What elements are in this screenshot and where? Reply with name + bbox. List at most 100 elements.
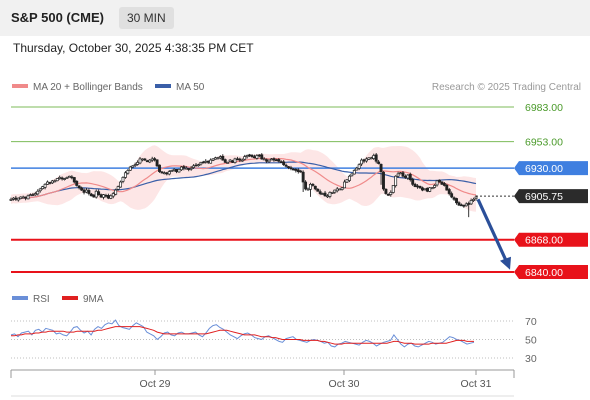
candle [382,171,385,191]
time-axis: Oct 29 Oct 30 Oct 31 [10,369,515,397]
candle [282,159,286,166]
candle [301,170,305,192]
candle [435,180,439,187]
candle [155,159,159,168]
rsi-level-label-2: 30 [525,353,537,365]
candle [474,195,478,201]
candle [226,161,230,164]
candle [111,191,115,199]
candle [413,182,417,188]
candle [63,177,67,181]
candle [126,169,130,175]
candle [391,184,395,194]
candle [438,179,441,183]
level-tag-2 [514,161,588,176]
candle [201,160,205,164]
candle [396,171,400,178]
candle [119,180,123,188]
candle [133,162,137,168]
forecast-arrow [476,198,511,270]
candle [374,153,378,164]
candle [128,165,132,171]
level-label-4: 6840.00 [525,267,563,279]
candle [197,163,200,167]
candle [318,189,322,196]
candle [170,169,174,172]
candle [394,175,398,188]
candle [97,189,101,196]
rsi-level-label-1: 50 [525,335,537,347]
candle [26,194,30,200]
candle [75,180,79,187]
candle [182,164,186,171]
candle [345,179,349,184]
candle [408,172,412,182]
candle [46,180,49,185]
candle [401,171,405,178]
bollinger-band-area [11,145,476,212]
level-label-2: 6930.00 [525,163,563,175]
candle [272,157,276,162]
candle [364,157,368,163]
level-label-1: 6953.00 [525,137,563,149]
candle [167,170,171,176]
candle [189,165,193,171]
candle [131,165,135,169]
candlesticks [9,153,478,218]
candle [55,178,59,182]
candle [153,157,157,162]
candle [464,202,468,207]
datetime-label: Thursday, October 30, 2025 4:38:35 PM CE… [13,41,254,55]
candle [160,170,164,174]
candle [233,157,237,164]
candle [9,197,13,202]
candle [143,157,147,161]
rsi-ma-line [11,326,474,345]
candle [340,186,344,191]
candle [67,175,71,178]
candle [313,185,317,191]
rsi-legend-label: RSI [33,294,50,305]
candle [136,160,140,166]
candle [442,181,446,187]
candle [472,197,476,203]
candle [238,157,242,163]
candle [158,164,161,173]
candle [304,180,308,191]
candle [116,185,120,191]
candle [350,173,354,177]
ma50-legend-label: MA 50 [176,82,205,93]
candle [367,157,371,161]
candle [123,171,127,179]
level-label-3: 6868.00 [525,235,563,247]
last-price-tag [514,189,588,204]
candle [287,166,290,170]
candle [389,190,393,197]
candle [223,158,227,163]
candle [177,168,181,173]
last-price-label: 6905.75 [525,191,563,203]
candle [328,191,332,199]
candle [72,176,76,184]
candle [316,188,320,192]
candle [360,158,364,167]
interval-button[interactable]: 30 MIN [119,7,174,29]
candle [418,185,422,190]
candle [87,188,91,196]
candle [109,194,113,200]
candle [338,188,342,191]
rsi-level-label-0: 70 [525,316,537,328]
candle [43,183,47,190]
bollinger-band [11,145,476,212]
ma20-legend-label: MA 20 + Bollinger Bands [33,82,143,93]
candle [428,187,432,193]
candle [411,177,415,186]
candle [92,194,96,198]
level-label-0: 6983.00 [525,102,563,114]
candle [379,163,383,185]
x-tick-label-0: Oct 29 [140,378,171,390]
ma9-legend-swatch [62,296,78,300]
candle [77,185,81,190]
candle [455,197,458,205]
candle [357,163,361,171]
